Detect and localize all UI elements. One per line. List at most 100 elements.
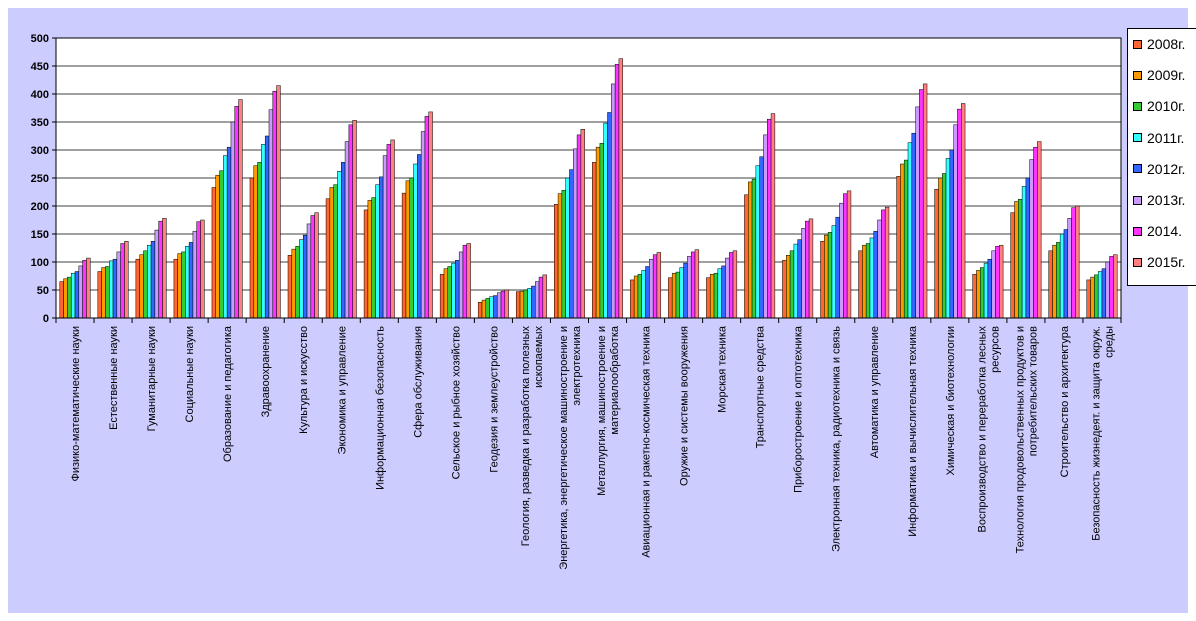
x-category-label-line: Воспроизводство и переработка лесных (976, 326, 988, 533)
y-tick-label: 200 (31, 201, 49, 213)
bar (671, 272, 677, 319)
legend-item: 2008г. (1133, 35, 1185, 53)
bar (295, 246, 300, 319)
bar (690, 251, 696, 319)
legend: 2008г. 2009г. 2010г. 2011г. 2012г. 2013г. 2014… (1127, 28, 1196, 286)
x-category-label: Информационная безопасность (374, 326, 386, 490)
bar (755, 165, 760, 319)
bar (1025, 177, 1030, 319)
x-category-label-line: Образование и педагогика (222, 325, 234, 462)
bar (314, 212, 319, 319)
bar (181, 251, 186, 319)
bar (846, 190, 852, 319)
bar (341, 162, 346, 319)
bar (261, 144, 266, 319)
x-category-label-line: Морская техника (717, 325, 729, 413)
x-category-label-line: Энергетика, энергетическое машиностроени… (558, 326, 570, 570)
bar (466, 243, 471, 319)
bar (565, 177, 570, 319)
bar (869, 237, 875, 319)
x-category-label-line: Здравоохранение (260, 326, 272, 417)
bar (592, 162, 597, 319)
x-category-label-line: ископаемых (533, 326, 545, 388)
bar (344, 141, 350, 319)
bar (557, 193, 563, 319)
bar (101, 267, 106, 319)
bar (649, 258, 654, 319)
x-category-label: Оружие и системы вооружения (679, 326, 691, 486)
bar (907, 142, 913, 319)
x-category-label-line: Информационная безопасность (374, 326, 386, 490)
bar (569, 169, 574, 319)
bar (230, 121, 236, 319)
bar (554, 204, 559, 319)
bar (462, 244, 468, 319)
bar (272, 90, 277, 319)
bar (1101, 268, 1107, 319)
legend-label: 2013г. (1147, 192, 1186, 208)
bar (751, 178, 757, 319)
bar (763, 134, 768, 319)
bar (709, 274, 715, 319)
bar (302, 234, 308, 319)
bar (645, 266, 650, 319)
bar (439, 274, 445, 319)
x-category-label: Геодезия и землеустройство (488, 326, 500, 473)
bar (1094, 274, 1099, 319)
bar (455, 260, 460, 319)
x-category-label-line: Естественные науки (108, 326, 120, 430)
y-tick-label: 450 (31, 61, 49, 73)
bar (196, 221, 201, 319)
bar (337, 171, 342, 319)
y-tick-label: 350 (31, 117, 49, 129)
bar (1090, 276, 1095, 319)
bar (862, 244, 867, 319)
bar (150, 241, 156, 319)
x-category-label: Физико-математические науки (70, 326, 82, 482)
bar (371, 197, 376, 319)
x-category-label: Гуманитарные науки (146, 326, 158, 431)
x-category-label: Авиационная и ракетно-космическая техник… (641, 325, 653, 558)
bar (352, 120, 357, 319)
bar (310, 215, 315, 319)
bar (1097, 271, 1103, 319)
bar (74, 271, 80, 319)
bar (451, 262, 456, 319)
bar (264, 135, 270, 319)
bar (257, 162, 262, 319)
bar (797, 239, 802, 319)
bar (801, 228, 806, 319)
bar (1018, 199, 1023, 319)
bar (306, 223, 312, 319)
bar (226, 146, 232, 319)
bar (215, 174, 220, 319)
bar (744, 194, 749, 319)
bar (496, 292, 502, 319)
bar (835, 216, 840, 319)
y-tick-label: 500 (31, 33, 49, 45)
bar (839, 202, 844, 319)
x-category-label: Социальные науки (184, 326, 196, 422)
bar (379, 176, 384, 319)
x-category-label-line: Автоматика и управление (869, 326, 881, 458)
x-category-label-line: Сельское и рыбное хозяйство (450, 326, 462, 479)
bar (147, 244, 152, 319)
bar (1056, 242, 1061, 319)
bar (725, 257, 730, 319)
bar (949, 149, 954, 319)
legend-swatch (1133, 226, 1142, 236)
bar (211, 187, 216, 319)
legend-swatch (1133, 39, 1142, 49)
legend-swatch (1133, 195, 1142, 205)
legend-swatch (1133, 133, 1142, 143)
bar (489, 296, 494, 319)
bar (367, 200, 372, 319)
bar (603, 122, 608, 319)
x-category-label: Морская техника (717, 325, 729, 413)
bar (139, 254, 144, 319)
bar (614, 64, 620, 319)
bar (1029, 159, 1034, 319)
bar (896, 176, 901, 319)
x-category-label: Автоматика и управление (869, 326, 881, 458)
